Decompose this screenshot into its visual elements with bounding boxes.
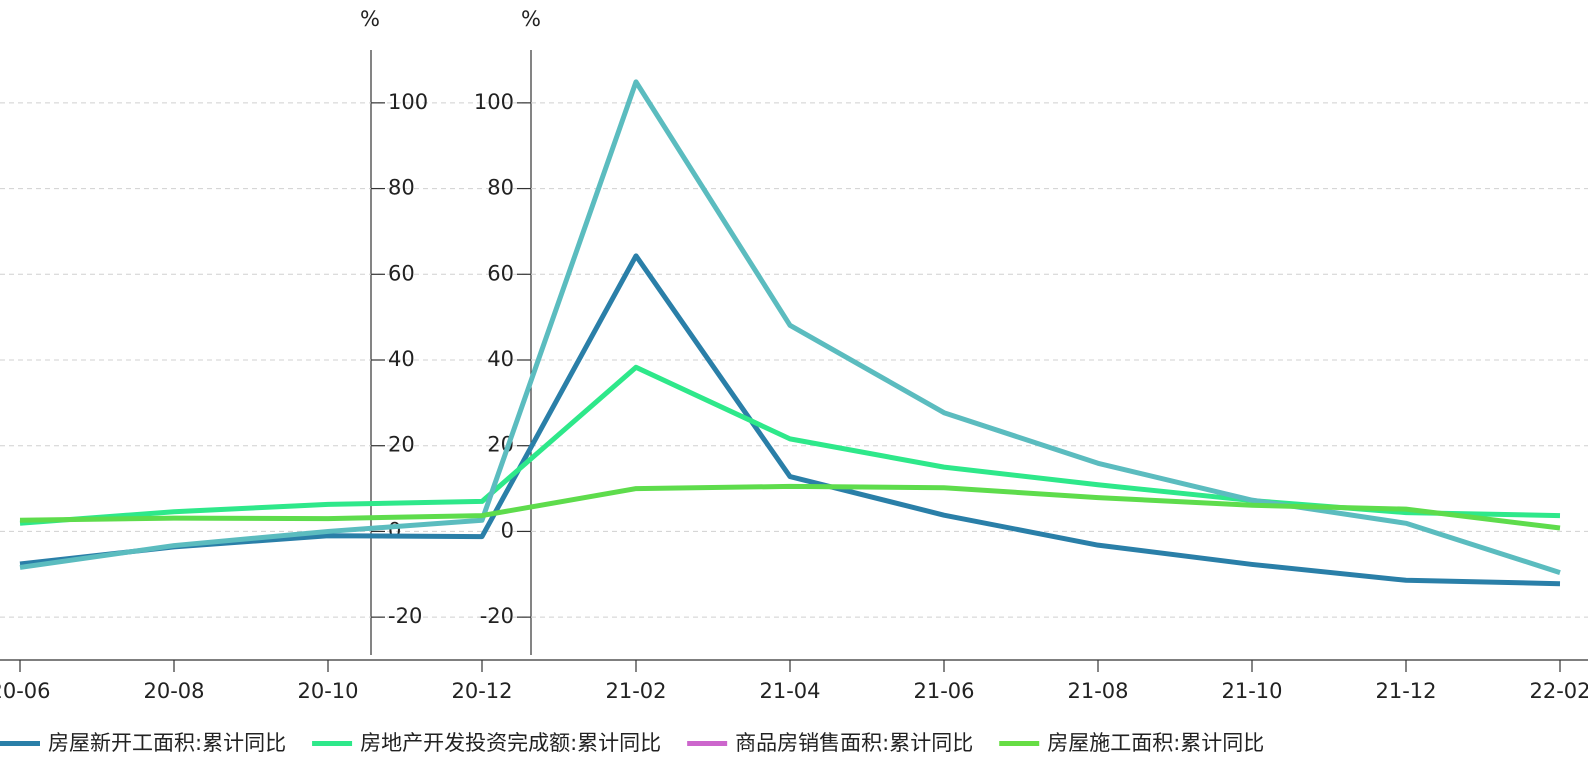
- x-tick-label: 20-08: [143, 679, 204, 703]
- y-tick-label: 100: [474, 90, 514, 114]
- y-tick-label: 60: [487, 261, 514, 285]
- y-tick-label: 0: [388, 518, 401, 542]
- legend-label: 房屋新开工面积:累计同比: [48, 731, 286, 755]
- y-tick-label: 0: [501, 518, 514, 542]
- series-line: [19, 79, 1561, 575]
- legend-swatch: [0, 741, 40, 746]
- y-tick-label: 80: [487, 176, 514, 200]
- legend-swatch: [687, 741, 728, 746]
- legend-label: 商品房销售面积:累计同比: [735, 731, 973, 755]
- y-tick-label: 80: [388, 176, 415, 200]
- y-unit: %: [521, 7, 541, 31]
- y-tick-label: 40: [388, 347, 415, 371]
- x-tick-label: 20-10: [297, 679, 358, 703]
- y-tick-label: -20: [480, 604, 514, 628]
- y-tick-label: 40: [487, 347, 514, 371]
- x-tick-label: 20-12: [451, 679, 512, 703]
- x-tick-label: 21-04: [759, 679, 820, 703]
- x-tick-label: 21-08: [1067, 679, 1128, 703]
- y-tick-label: 60: [388, 261, 415, 285]
- y-tick-label: -20: [388, 604, 422, 628]
- y-unit: %: [360, 7, 380, 31]
- series-line: [19, 364, 1561, 526]
- series-line: [19, 253, 1561, 587]
- x-tick-label: 20-06: [0, 679, 51, 703]
- legend-swatch: [999, 741, 1040, 746]
- x-tick-label: 21-10: [1221, 679, 1282, 703]
- x-tick-label: 22-02: [1529, 679, 1588, 703]
- y-tick-label: 20: [388, 433, 415, 457]
- y-tick-label: 100: [388, 90, 428, 114]
- x-tick-label: 21-02: [605, 679, 666, 703]
- legend-swatch: [312, 741, 353, 746]
- x-tick-label: 21-06: [913, 679, 974, 703]
- x-tick-label: 21-12: [1375, 679, 1436, 703]
- legend-label: 房地产开发投资完成额:累计同比: [360, 731, 661, 755]
- legend-label: 房屋施工面积:累计同比: [1047, 731, 1264, 755]
- series-line: [19, 483, 1561, 531]
